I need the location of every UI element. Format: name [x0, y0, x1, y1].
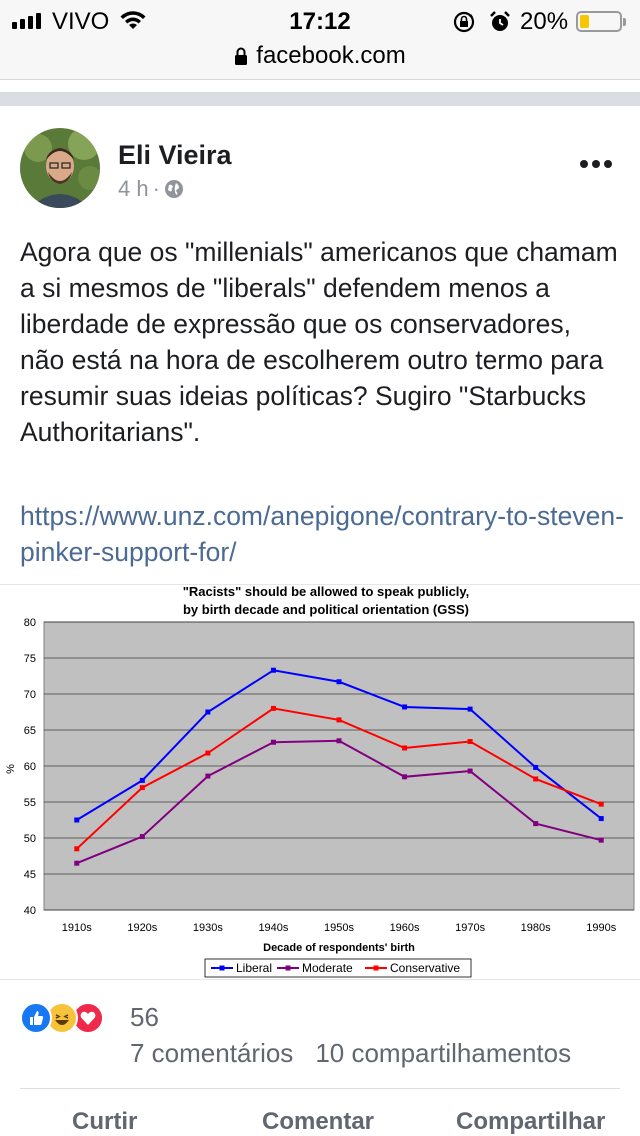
x-tick-label: 1940s	[258, 922, 288, 934]
y-tick-label: 60	[24, 761, 36, 773]
x-tick-label: 1980s	[521, 922, 551, 934]
signal-icon	[12, 13, 41, 29]
post-actions: Curtir Comentar Compartilhar	[0, 1108, 640, 1136]
wifi-icon	[120, 11, 146, 29]
y-tick-label: 40	[24, 905, 36, 917]
battery-icon	[576, 11, 626, 32]
post-author-name[interactable]: Eli Vieira	[118, 140, 232, 170]
data-point-liberal	[598, 816, 604, 822]
like-icon	[20, 1002, 52, 1034]
share-button[interactable]: Compartilhar	[456, 1108, 606, 1135]
data-point-liberal	[270, 667, 276, 673]
post-link[interactable]: https://www.unz.com/anepigone/contrary-t…	[20, 501, 624, 567]
data-point-moderate	[270, 739, 276, 745]
shares-count[interactable]: 10 compartilhamentos	[315, 1038, 572, 1068]
x-tick-label: 1960s	[390, 922, 420, 934]
data-point-liberal	[74, 817, 80, 823]
data-point-conservative	[402, 745, 408, 751]
data-point-conservative	[533, 776, 539, 782]
battery-percent: 20%	[520, 8, 569, 35]
data-point-moderate	[205, 773, 211, 779]
data-point-liberal	[467, 706, 473, 712]
data-point-liberal	[336, 679, 342, 685]
data-point-moderate	[402, 774, 408, 780]
more-options-icon[interactable]	[574, 152, 618, 176]
legend-label-moderate: Moderate	[302, 961, 353, 975]
engagement-counts: 7 comentários 10 compartilhamentos	[130, 1038, 571, 1069]
chart-subtitle: by birth decade and political orientatio…	[183, 602, 469, 617]
data-point-conservative	[336, 717, 342, 723]
reaction-count[interactable]: 56	[130, 1002, 159, 1032]
x-tick-label: 1920s	[127, 922, 157, 934]
data-point-moderate	[533, 821, 539, 827]
legend-marker-moderate	[285, 965, 291, 971]
love-icon	[72, 1002, 104, 1034]
globe-icon	[164, 180, 183, 198]
x-axis-label: Decade of respondents' birth	[263, 942, 415, 954]
x-tick-label: 1990s	[586, 922, 616, 934]
data-point-conservative	[270, 705, 276, 711]
carrier-name: VIVO	[52, 8, 110, 35]
post-text: Agora que os "millenials" americanos que…	[20, 237, 618, 447]
legend-box	[204, 958, 472, 978]
clock: 17:12	[289, 8, 351, 35]
data-point-liberal	[139, 777, 145, 783]
x-tick-label: 1950s	[324, 922, 354, 934]
y-tick-label: 65	[24, 725, 36, 737]
line-chart: "Racists" should be allowed to speak pub…	[5, 585, 635, 978]
y-tick-label: 75	[24, 653, 36, 665]
y-tick-label: 45	[24, 869, 36, 881]
data-point-conservative	[139, 785, 145, 791]
y-tick-label: 50	[24, 833, 36, 845]
legend-marker-conservative	[373, 965, 379, 971]
data-point-moderate	[467, 768, 473, 774]
comment-button[interactable]: Comentar	[262, 1108, 375, 1135]
legend-label-conservative: Conservative	[390, 961, 460, 975]
data-point-moderate	[336, 738, 342, 744]
meta-separator: ·	[152, 176, 160, 201]
x-tick-label: 1970s	[455, 922, 485, 934]
legend-label-liberal: Liberal	[236, 961, 272, 975]
browser-url-bar[interactable]: facebook.com	[0, 40, 640, 80]
post-meta: 4 h ·	[118, 176, 184, 202]
data-point-moderate	[139, 834, 145, 840]
status-bar: VIVO 17:12 20%	[0, 0, 640, 40]
y-tick-label: 55	[24, 797, 36, 809]
comments-count[interactable]: 7 comentários	[130, 1038, 294, 1068]
post-timestamp[interactable]: 4 h	[118, 176, 149, 201]
legend-marker-liberal	[219, 965, 225, 971]
data-point-moderate	[598, 837, 604, 843]
data-point-conservative	[74, 846, 80, 852]
data-point-conservative	[598, 801, 604, 807]
y-tick-label: 80	[24, 617, 36, 629]
data-point-conservative	[205, 750, 211, 756]
chart-title: "Racists" should be allowed to speak pub…	[183, 585, 470, 599]
actions-divider	[20, 1088, 620, 1089]
alarm-icon	[490, 11, 510, 31]
like-button[interactable]: Curtir	[72, 1108, 138, 1135]
avatar[interactable]	[20, 128, 100, 208]
x-tick-label: 1930s	[193, 922, 223, 934]
data-point-liberal	[205, 709, 211, 715]
rotation-lock-icon	[453, 11, 475, 33]
data-point-liberal	[402, 704, 408, 710]
lock-icon	[235, 47, 248, 65]
y-tick-label: 70	[24, 689, 36, 701]
data-point-moderate	[74, 860, 80, 866]
url-text[interactable]: facebook.com	[256, 42, 406, 69]
data-point-conservative	[467, 739, 473, 745]
feed-separator	[0, 92, 640, 106]
data-point-liberal	[533, 764, 539, 770]
reaction-icons[interactable]	[20, 1000, 104, 1036]
chart-legend: Liberal Moderate Conservative	[204, 958, 472, 978]
y-axis-label: %	[5, 764, 17, 774]
x-tick-label: 1910s	[62, 922, 92, 934]
chart-image[interactable]: "Racists" should be allowed to speak pub…	[0, 584, 640, 980]
